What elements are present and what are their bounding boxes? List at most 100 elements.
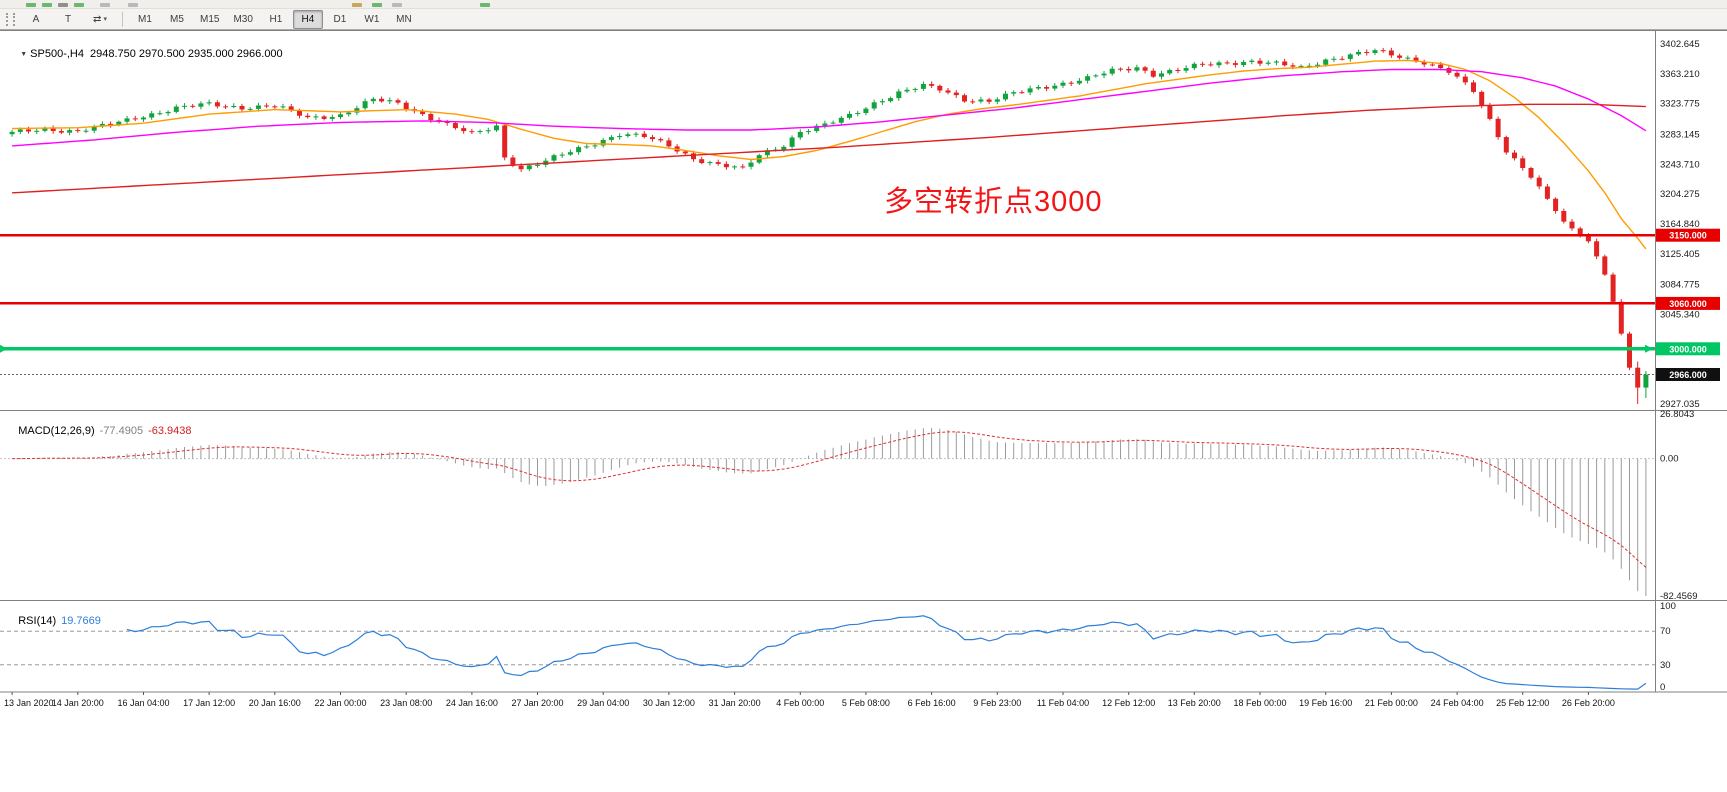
rsi-name: RSI(14) [18,615,57,627]
tools-toolbar: A T ⇄ ▾ [21,10,115,29]
svg-text:3323.775: 3323.775 [1660,99,1700,110]
time-axis-label: 4 Feb 00:00 [776,698,824,708]
rsi-group [0,615,1655,690]
rsi-value: 19.7669 [61,615,101,627]
svg-text:3402.645: 3402.645 [1660,39,1700,50]
timeframe-button-d1[interactable]: D1 [333,13,347,25]
ma-fast-orange [12,59,1647,250]
main-toolbar: A T ⇄ ▾ M1 M5 M15 M30 H1 H4 D1 W1 MN [0,9,1727,30]
time-axis-label: 25 Feb 12:00 [1496,698,1549,708]
price-badge [1656,368,1720,381]
price-badge [1656,342,1720,356]
timeframe-button-h1[interactable]: H1 [269,13,283,25]
time-axis-label: 6 Feb 16:00 [908,698,956,708]
rsi-line [126,615,1647,690]
ma-mid-magenta [12,68,1647,147]
chart-canvas[interactable]: 3402.645 3363.210 3323.775 3283.145 3243.710… [0,30,1727,792]
clipped-icon [74,3,84,7]
svg-text:3000.000: 3000.000 [1669,344,1707,354]
hline-right-arrow-icon [1645,344,1653,353]
time-axis-label: 23 Jan 08:00 [380,698,432,708]
clipped-icon [42,3,52,7]
chart-ohlc-header: ▼ SP500-,H4 2948.750 2970.500 2935.000 296… [8,36,283,72]
macd-group [0,427,1655,596]
clipped-toolbar-row [0,0,1727,9]
macd-signal-line [12,431,1647,568]
svg-text:3363.210: 3363.210 [1660,69,1700,80]
svg-text:26.8043: 26.8043 [1660,409,1694,420]
time-axis-label: 9 Feb 23:00 [973,698,1021,708]
svg-text:3243.710: 3243.710 [1660,159,1700,170]
macd-name: MACD(12,26,9) [18,425,95,437]
horizontal-lines-group [0,233,1655,375]
macd-signal-value: -63.9438 [148,425,192,437]
time-axis-label: 11 Feb 04:00 [1037,698,1089,708]
svg-text:100: 100 [1660,601,1676,612]
svg-text:3084.775: 3084.775 [1660,280,1700,291]
timeframe-button-mn[interactable]: MN [396,13,412,25]
time-axis-label: 21 Feb 00:00 [1365,698,1418,708]
time-axis-label: 16 Jan 04:00 [117,698,169,708]
toolbar-separator [122,11,123,27]
svg-text:2927.035: 2927.035 [1660,399,1700,410]
macd-header: MACD(12,26,9) -77.4905 -63.9438 [6,413,192,449]
time-axis-label: 13 Feb 20:00 [1168,698,1221,708]
time-axis-label: 29 Jan 04:00 [577,698,629,708]
timeframe-button-m5[interactable]: M5 [170,13,184,25]
time-axis-label: 18 Feb 00:00 [1233,698,1286,708]
hline-left-arrow-icon [0,344,7,353]
clipped-icon [128,3,138,7]
toolbar-drag-handle-icon[interactable] [6,12,15,26]
time-axis-label: 26 Feb 20:00 [1562,698,1615,708]
svg-text:0: 0 [1660,682,1665,693]
svg-text:70: 70 [1660,626,1671,637]
svg-text:0.00: 0.00 [1660,454,1679,465]
pane-frames [0,30,1727,693]
chart-annotation-text: 多空转折点3000 [884,186,1103,218]
clipped-icon [480,3,490,7]
time-axis-label: 14 Jan 20:00 [52,698,104,708]
price-badge [1656,296,1720,310]
time-axis-label: 27 Jan 20:00 [511,698,563,708]
symbol-period-label: SP500-,H4 [30,48,84,60]
ma-slow-red [12,103,1646,194]
moving-averages-group [12,59,1647,250]
time-axis-label: 22 Jan 00:00 [314,698,366,708]
time-axis-label: 12 Feb 12:00 [1102,698,1155,708]
timeframe-button-m30[interactable]: M30 [233,13,253,25]
svg-text:3150.000: 3150.000 [1669,231,1707,241]
text-tool-button[interactable]: A [32,13,40,25]
timeframe-button-m1[interactable]: M1 [138,13,152,25]
clipped-icon [26,3,36,7]
time-axis-label: 24 Jan 16:00 [446,698,498,708]
svg-text:3204.275: 3204.275 [1660,189,1700,200]
clipped-icon [100,3,110,7]
timeframe-button-w1[interactable]: W1 [364,13,380,25]
candles-group [9,47,1649,404]
time-axis-label: 5 Feb 08:00 [842,698,890,708]
macd-main-value: -77.4905 [99,425,144,437]
symbol-dropdown-icon[interactable]: ▼ [20,51,28,58]
clipped-icon [372,3,382,7]
pointer-tool-button[interactable]: T [64,13,72,25]
timeframe-button-h4[interactable]: H4 [292,9,323,29]
clipped-icon [58,3,68,7]
ohlc-values: 2948.750 2970.500 2935.000 2966.000 [89,48,283,60]
svg-text:3283.145: 3283.145 [1660,130,1700,141]
price-axis: 3402.645 3363.210 3323.775 3283.145 3243.710… [1656,39,1720,410]
svg-text:3125.405: 3125.405 [1660,249,1700,260]
svg-text:30: 30 [1660,660,1671,671]
rsi-header: RSI(14) 19.7669 [6,603,101,639]
clipped-icon [352,3,362,7]
clipped-icon [392,3,402,7]
timeframe-button-m15[interactable]: M15 [200,13,220,25]
shapes-dropdown-button[interactable]: ⇄ ▾ [93,13,107,25]
time-axis-label: 17 Jan 12:00 [183,698,235,708]
timeframe-toolbar: M1 M5 M15 M30 H1 H4 D1 W1 MN [130,9,419,29]
svg-text:3164.840: 3164.840 [1660,219,1700,230]
svg-text:-82.4569: -82.4569 [1660,591,1698,602]
time-axis-label: 19 Feb 16:00 [1299,698,1352,708]
time-axis-label: 20 Jan 16:00 [249,698,301,708]
